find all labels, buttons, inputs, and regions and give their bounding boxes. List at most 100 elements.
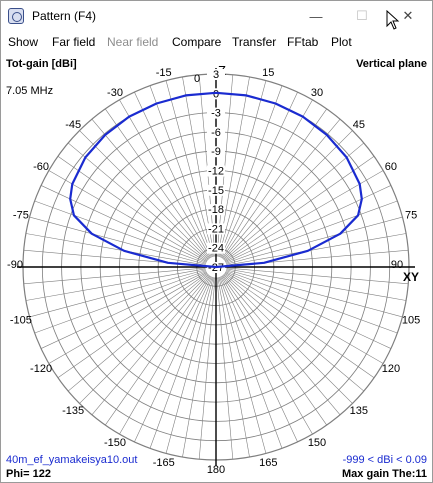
angle-grid-spoke (34, 270, 207, 334)
gain-label-bg (207, 146, 225, 158)
angle-grid-spoke (222, 274, 341, 416)
angle-grid-spoke (165, 80, 214, 257)
angle-tick-label: 120 (382, 363, 400, 375)
gain-label-bg (207, 262, 225, 273)
gain-label-bg (207, 126, 225, 138)
title-bar: Pattern (F4) — ☐ ✕ (1, 1, 432, 31)
angle-tick-label: 105 (402, 314, 420, 326)
angle-grid-spoke (198, 277, 216, 460)
angle-tick-label: 165 (259, 457, 277, 469)
minimize-button[interactable]: — (309, 8, 323, 24)
angle-grid-spoke (226, 216, 403, 265)
angle-grid-spoke (34, 200, 207, 264)
gain-pattern-trace (69, 91, 363, 269)
angle-grid-spoke (222, 118, 341, 260)
angle-grid-spoke (91, 118, 210, 260)
angle-grid-spoke (119, 99, 211, 258)
gain-range-label: -999 < dBi < 0.09 (342, 454, 427, 466)
angle-grid-spoke (223, 130, 353, 260)
angle-grid-spoke (91, 274, 210, 416)
maximize-button[interactable]: ☐ (356, 8, 368, 23)
angle-grid-spoke (224, 156, 375, 262)
gain-tick-label: -12 (208, 166, 224, 178)
angle-grid-spoke (29, 216, 206, 265)
angle-tick-label: -105 (10, 314, 32, 326)
angle-grid-spoke (48, 272, 207, 364)
angle-tick-label: 15 (262, 67, 274, 79)
gain-label-bg (207, 204, 225, 216)
angle-grid-spoke (149, 276, 213, 449)
angle-grid-spoke (226, 268, 407, 301)
angle-grid-spoke (217, 277, 250, 458)
angle-grid-spoke (29, 269, 206, 318)
angle-grid-spoke (119, 276, 211, 435)
menu-fftab[interactable]: FFtab (287, 35, 319, 49)
angle-grid-spoke (219, 276, 283, 449)
polar-plot-svg: 0153045607590105120135150165180-165-150-… (7, 63, 420, 476)
gain-label-bg (207, 223, 225, 235)
gain-label-bg (207, 242, 225, 254)
angle-grid-spoke (221, 99, 313, 258)
polar-plot: 0 15 30 45 60 75 90 105 120 135 150 165 180 -165 -150-… (1, 53, 432, 482)
angle-tick-label: 0 (194, 73, 200, 85)
angle-tick-label: -15 (156, 67, 172, 79)
angle-grid-spoke (79, 130, 209, 260)
angle-grid-spoke (221, 108, 327, 259)
angle-grid-spoke (165, 277, 214, 454)
axis-xy-label: XY (403, 270, 419, 284)
angle-tick-label: -120 (30, 363, 52, 375)
menu-show[interactable]: Show (8, 35, 39, 49)
angle-tick-label: 180 (207, 464, 225, 476)
angle-grid-spoke (223, 274, 353, 404)
angle-tick-label: -30 (107, 87, 123, 99)
angle-grid-spoke (134, 276, 212, 443)
angle-tick-label: 90 (391, 259, 403, 271)
angle-grid-spoke (67, 142, 209, 261)
gain-label-bg (207, 107, 225, 119)
gain-tick-label: -27 (208, 262, 224, 274)
angle-grid-spoke (149, 85, 213, 258)
angle-grid-spoke (221, 276, 313, 435)
angle-grid-spoke (225, 272, 384, 364)
close-button[interactable]: ✕ (402, 8, 414, 23)
menu-transfer[interactable]: Transfer (232, 35, 277, 49)
angle-grid-spoke (25, 233, 206, 266)
angle-grid-spoke (225, 170, 384, 262)
angle-tick-label: 45 (353, 119, 365, 131)
angle-grid-spoke (218, 277, 267, 454)
angle-tick-label: 150 (308, 437, 326, 449)
angle-grid-spoke (223, 273, 365, 392)
max-gain-label: Max gain The:11 (342, 468, 427, 480)
angle-tick-label: 30 (311, 87, 323, 99)
angle-grid-spoke (216, 277, 234, 460)
gain-labels: 3 0 -3 -6 -9 -12 -15 -18 -21 -24 -27 (207, 69, 225, 274)
gain-tick-label: -15 (208, 185, 224, 197)
angle-grid-spoke (79, 274, 209, 404)
menu-plot[interactable]: Plot (331, 35, 352, 49)
angle-grid-spoke (57, 272, 208, 378)
app-icon (8, 8, 24, 24)
angle-grid-spoke (57, 156, 208, 262)
angle-tick-label: 75 (405, 210, 417, 222)
angle-tick-label: -45 (65, 119, 81, 131)
menu-compare[interactable]: Compare (172, 35, 222, 49)
angle-grid-spoke (67, 273, 209, 392)
angle-tick-label: -135 (62, 405, 84, 417)
window-title: Pattern (F4) (32, 9, 97, 23)
gain-tick-label: 3 (213, 69, 219, 81)
angle-grid-spoke (221, 275, 327, 426)
angle-grid-spoke (225, 271, 392, 349)
angle-grid-spoke (220, 91, 298, 258)
menu-bar: Show Far field Near field Compare Transf… (1, 31, 432, 53)
angle-grid-spoke (25, 268, 206, 301)
gain-tick-label: -9 (211, 146, 221, 158)
gain-label-bg (207, 184, 225, 196)
angle-grid-spoke (223, 142, 365, 261)
angle-tick-label: -165 (153, 457, 175, 469)
angle-grid-spoke (23, 267, 206, 285)
angle-grid-spoke (220, 276, 298, 443)
gain-tick-label: -18 (208, 204, 224, 216)
menu-far-field[interactable]: Far field (52, 35, 96, 49)
angle-grid-spoke (105, 108, 211, 259)
